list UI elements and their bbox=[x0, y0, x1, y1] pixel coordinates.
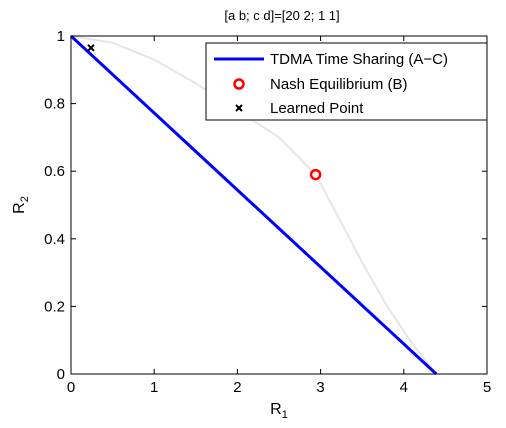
axis-ticks bbox=[70, 35, 488, 375]
learned-point-marker bbox=[87, 44, 95, 52]
x-tick-label: 4 bbox=[400, 379, 408, 396]
plot-area bbox=[69, 34, 438, 376]
x-tick-label: 2 bbox=[233, 379, 241, 396]
x-axis-label: R1 bbox=[270, 401, 288, 421]
legend-box bbox=[205, 42, 488, 121]
y-tick-label: 0.2 bbox=[44, 298, 65, 315]
x-axis-label-subscript: 1 bbox=[282, 409, 288, 421]
legend-swatch-nash bbox=[233, 78, 245, 90]
legend-label-nash: Nash Equilibrium (B) bbox=[270, 76, 408, 93]
y-tick-label: 0.6 bbox=[44, 163, 65, 180]
axes-box bbox=[70, 35, 488, 375]
x-tick-label: 1 bbox=[150, 379, 158, 396]
y-tick-label: 0.8 bbox=[44, 96, 65, 113]
axis-tick-labels: 0 1 2 3 4 5 0 0.2 0.4 0.6 0.8 1 bbox=[44, 28, 491, 396]
x-tick-label: 3 bbox=[316, 379, 324, 396]
x-tick-label: 5 bbox=[483, 379, 491, 396]
legend-swatch-learned bbox=[235, 104, 243, 112]
feasible-region-boundary-line bbox=[70, 35, 438, 375]
y-axis-label-subscript: 2 bbox=[19, 196, 31, 202]
chart-title: [a b; c d]=[20 2; 1 1] bbox=[224, 8, 339, 23]
legend-label-tdma: TDMA Time Sharing (A−C) bbox=[270, 51, 448, 68]
y-tick-label: 0.4 bbox=[44, 231, 65, 248]
tdma-time-sharing-line bbox=[69, 34, 438, 376]
legend: TDMA Time Sharing (A−C) Nash Equilibrium… bbox=[205, 42, 488, 121]
legend-label-learned: Learned Point bbox=[270, 100, 364, 117]
y-tick-label: 1 bbox=[57, 28, 65, 45]
y-tick-label: 0 bbox=[57, 366, 65, 383]
y-axis-label: R2 bbox=[11, 196, 31, 214]
nash-equilibrium-point bbox=[309, 168, 322, 181]
x-tick-label: 0 bbox=[67, 379, 75, 396]
